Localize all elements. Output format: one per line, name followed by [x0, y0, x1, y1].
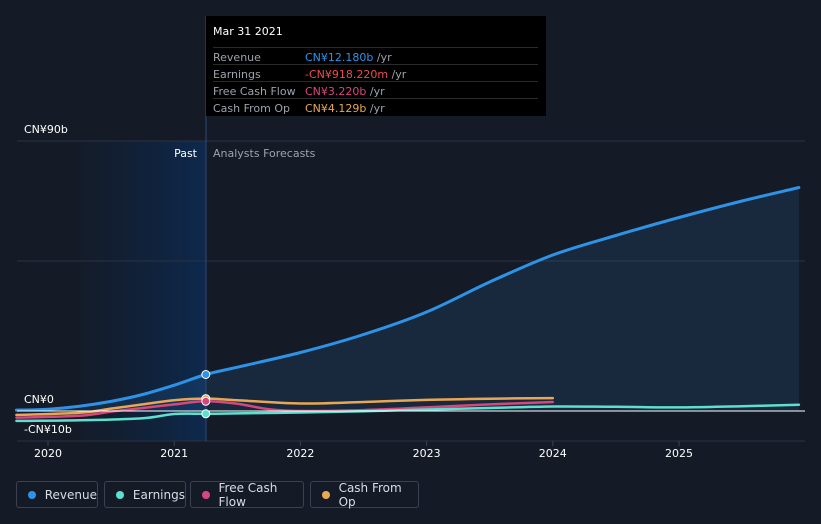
legend-item-earnings[interactable]: Earnings [104, 481, 186, 508]
revenue-area [16, 187, 799, 411]
tooltip-label: Free Cash Flow [213, 85, 296, 98]
x-tick-label: 2021 [160, 447, 188, 460]
tooltip-value: CN¥12.180b /yr [305, 51, 392, 64]
x-tick-label: 2024 [539, 447, 567, 460]
x-tick-label: 2020 [34, 447, 62, 460]
tooltip-label: Revenue [213, 51, 261, 64]
legend-item-free-cash-flow[interactable]: Free Cash Flow [190, 480, 304, 509]
legend-dot-icon [116, 490, 124, 499]
tooltip-row-earnings: Earnings -CN¥918.220m /yr [213, 64, 538, 82]
legend-label: Earnings [132, 487, 185, 502]
past-region [79, 141, 206, 441]
y-label-bottom: -CN¥10b [24, 423, 72, 436]
legend-item-cash-from-op[interactable]: Cash From Op [310, 480, 419, 509]
legend-item-revenue[interactable]: Revenue [16, 481, 98, 508]
cash-from-op-line [15, 396, 555, 417]
x-tick-label: 2025 [665, 447, 693, 460]
free-cash-flow-point [201, 396, 211, 406]
revenue-line [14, 186, 801, 412]
tooltip-label: Cash From Op [213, 102, 291, 115]
legend-dot-icon [28, 490, 36, 499]
y-label-zero: CN¥0 [24, 393, 54, 406]
tooltip-value: CN¥4.129b /yr [305, 102, 385, 115]
x-tick-label: 2023 [413, 447, 441, 460]
tooltip-label: Earnings [213, 68, 261, 81]
past-label: Past [174, 147, 198, 160]
legend-label: Revenue [44, 487, 97, 502]
legend-label: Cash From Op [338, 480, 402, 509]
data-tooltip: Mar 31 2021 Revenue CN¥12.180b /yr Earni… [206, 16, 546, 116]
free-cash-flow-line [15, 400, 555, 419]
legend-dot-icon [202, 490, 210, 499]
legend-label: Free Cash Flow [218, 480, 278, 509]
x-tick-label: 2022 [286, 447, 314, 460]
forecast-label: Analysts Forecasts [213, 147, 316, 160]
tooltip-date: Mar 31 2021 [213, 25, 283, 38]
tooltip-row-revenue: Revenue CN¥12.180b /yr [213, 47, 538, 65]
y-label-top: CN¥90b [24, 123, 68, 136]
revenue-point [201, 370, 211, 379]
tooltip-row-fcf: Free Cash Flow CN¥3.220b /yr [213, 81, 538, 99]
legend-dot-icon [322, 490, 330, 499]
tooltip-value: CN¥3.220b /yr [305, 85, 385, 98]
earnings-point [201, 409, 211, 419]
tooltip-value: -CN¥918.220m /yr [305, 68, 407, 81]
tooltip-row-cfo: Cash From Op CN¥4.129b /yr [213, 98, 538, 116]
